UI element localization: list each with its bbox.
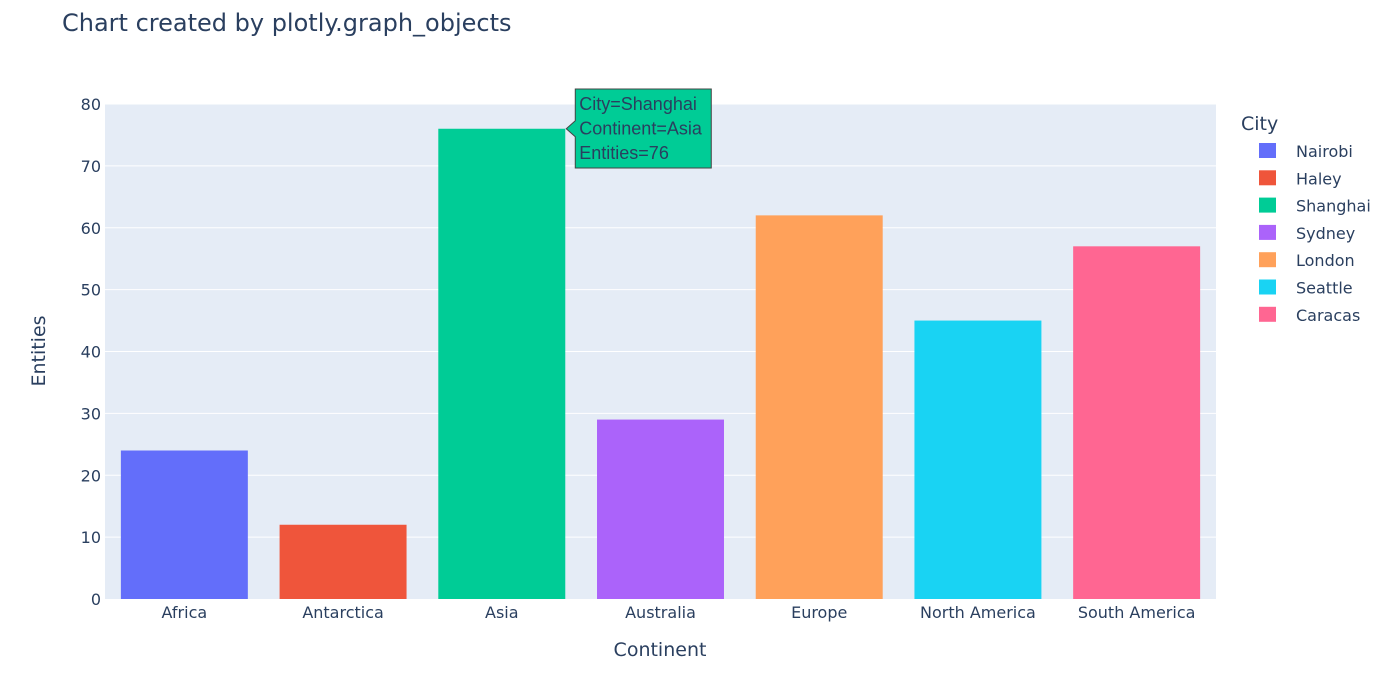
tooltip-line: Entities=76 bbox=[579, 143, 669, 163]
legend-label: Shanghai bbox=[1296, 197, 1371, 216]
legend-items: Nairobi Haley Shanghai Sydney London Seattle C… bbox=[1259, 142, 1371, 325]
x-axis-title: Continent bbox=[614, 639, 707, 661]
bar-south-america bbox=[1073, 246, 1201, 599]
x-tick-label: North America bbox=[920, 603, 1036, 622]
legend-label: Seattle bbox=[1296, 279, 1353, 298]
bars bbox=[120, 128, 1201, 599]
bar-europe bbox=[755, 215, 883, 599]
legend-label: Haley bbox=[1296, 169, 1342, 188]
x-tick-label: Australia bbox=[625, 603, 696, 622]
y-tick-label: 50 bbox=[81, 281, 101, 300]
bar-asia bbox=[438, 128, 566, 599]
legend-swatch bbox=[1259, 170, 1276, 186]
bar-north-america bbox=[914, 320, 1042, 599]
x-tick-label: Europe bbox=[791, 603, 847, 622]
legend-swatch bbox=[1259, 197, 1276, 213]
y-tick-label: 40 bbox=[81, 343, 101, 362]
y-tick-label: 60 bbox=[81, 219, 101, 238]
legend-label: Nairobi bbox=[1296, 142, 1353, 161]
hover-tooltip: City=Shanghai Continent=Asia Entities=76 bbox=[565, 88, 712, 169]
legend-swatch bbox=[1259, 224, 1276, 240]
tooltip-line: Continent=Asia bbox=[579, 119, 703, 139]
legend-label: Caracas bbox=[1296, 306, 1360, 325]
bar-africa bbox=[120, 450, 248, 599]
legend-swatch bbox=[1259, 279, 1276, 295]
tooltip-line: City=Shanghai bbox=[579, 94, 697, 114]
legend-label: London bbox=[1296, 251, 1355, 270]
y-tick-label: 70 bbox=[81, 157, 101, 176]
y-tick-label: 30 bbox=[81, 404, 101, 423]
y-tick-label: 80 bbox=[81, 95, 101, 114]
y-axis-title: Entities bbox=[28, 315, 50, 386]
x-tick-label: South America bbox=[1078, 603, 1196, 622]
y-tick-label: 0 bbox=[91, 590, 101, 609]
x-tick-label: Antarctica bbox=[302, 603, 384, 622]
bar-antarctica bbox=[279, 524, 407, 599]
legend-title: City bbox=[1241, 113, 1278, 135]
x-axis-ticks: Africa Antarctica Asia Australia Europe North… bbox=[162, 603, 1196, 622]
legend-swatch bbox=[1259, 306, 1276, 322]
bar-australia bbox=[597, 419, 724, 599]
y-tick-label: 10 bbox=[81, 528, 101, 547]
legend-label: Sydney bbox=[1296, 224, 1355, 243]
x-tick-label: Asia bbox=[485, 603, 519, 622]
legend-swatch bbox=[1259, 143, 1276, 158]
legend-swatch bbox=[1259, 252, 1276, 268]
y-tick-label: 20 bbox=[81, 466, 101, 485]
x-tick-label: Africa bbox=[162, 603, 208, 622]
legend: City Nairobi Haley Shanghai Sydney London Sea… bbox=[1241, 113, 1371, 325]
tooltip-box bbox=[565, 88, 712, 169]
y-axis-ticks: 0 10 20 30 40 50 60 70 80 bbox=[81, 95, 101, 609]
chart-title: Chart created by plotly.graph_objects bbox=[62, 9, 511, 37]
